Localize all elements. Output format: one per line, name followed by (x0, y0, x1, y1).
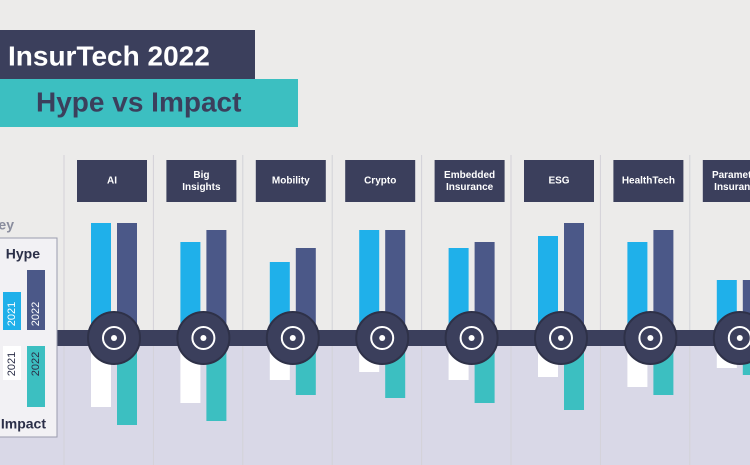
bar (385, 230, 406, 338)
bar (206, 230, 227, 338)
icon-glyph (289, 335, 296, 341)
category-label: AI (107, 176, 117, 187)
icon-glyph (111, 335, 117, 341)
icon-glyph (638, 326, 663, 350)
category-label: Crypto (364, 176, 396, 187)
bar (564, 223, 584, 338)
icon-glyph (370, 326, 395, 350)
key-year: 2021 (6, 352, 18, 376)
key-box (0, 237, 58, 438)
bar (742, 280, 750, 338)
category-box (524, 160, 594, 202)
icon-circle (712, 311, 750, 365)
title-box (0, 30, 255, 82)
category-box (613, 160, 684, 202)
icon-glyph (468, 335, 475, 341)
key-swatch (3, 346, 21, 380)
key-title: Key (0, 217, 14, 233)
icon-glyph (280, 326, 305, 350)
category-box (345, 160, 416, 202)
key-swatch (3, 292, 21, 330)
category-label: Embedded Insurance (444, 170, 495, 193)
icon-glyph (459, 326, 484, 350)
bar (117, 223, 137, 338)
icon-glyph (191, 326, 216, 350)
key-year: 2022 (30, 302, 42, 326)
bar (359, 230, 380, 338)
icon-glyph (558, 335, 564, 341)
key-hype: Hype (6, 246, 40, 262)
key-swatch (27, 270, 45, 330)
key-year: 2021 (6, 302, 18, 326)
icon-glyph (102, 326, 126, 350)
bar (91, 223, 111, 338)
category-box (77, 160, 147, 202)
category-label: ParametricInsurance (712, 170, 750, 193)
category-box (166, 160, 237, 202)
icon-glyph (200, 335, 207, 341)
category-label: ESG (548, 176, 569, 187)
key-year: 2022 (30, 352, 42, 376)
icon-glyph (549, 326, 573, 350)
icon-glyph (736, 335, 743, 341)
category-label: Big Insights (182, 170, 221, 193)
subtitle: Hype vs Impact (36, 86, 241, 117)
key-swatch (27, 346, 45, 407)
category-box (702, 160, 750, 202)
category-box (255, 160, 326, 202)
title: InsurTech 2022 (8, 40, 210, 71)
bar (653, 230, 674, 338)
category-label: Mobility (272, 176, 310, 187)
key: Key Hype 2021 2022 2021 2022 Impact (0, 217, 58, 438)
icon-glyph (727, 326, 750, 350)
icon-glyph (647, 335, 654, 341)
category-label: HealthTech (622, 176, 675, 187)
category-box (434, 160, 505, 202)
subtitle-box (0, 79, 298, 127)
icon-glyph (379, 335, 386, 341)
key-impact: Impact (1, 416, 46, 432)
